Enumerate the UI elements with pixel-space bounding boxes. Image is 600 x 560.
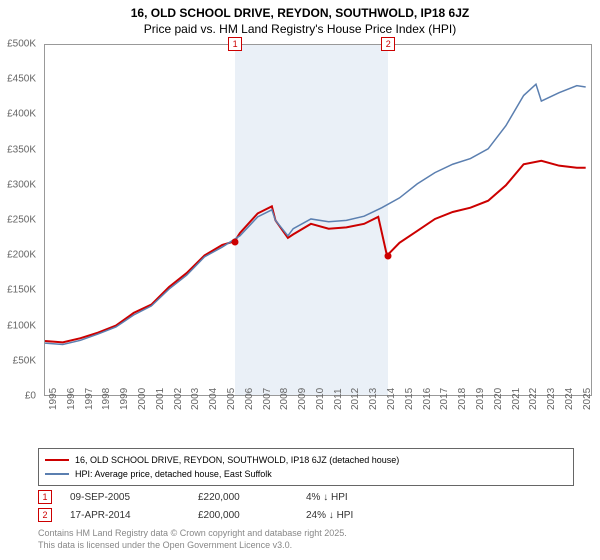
- title-line2: Price paid vs. HM Land Registry's House …: [0, 22, 600, 36]
- title-line1: 16, OLD SCHOOL DRIVE, REYDON, SOUTHWOLD,…: [0, 6, 600, 20]
- footer-line1: Contains HM Land Registry data © Crown c…: [38, 528, 574, 540]
- sale-marker-dot: [385, 253, 392, 260]
- sale-marker-box: 1: [228, 37, 242, 51]
- x-axis: 1995199619971998199920002001200220032004…: [44, 400, 592, 450]
- x-tick-label: 1999: [119, 388, 130, 410]
- y-tick-label: £400K: [7, 109, 36, 120]
- legend-swatch: [45, 459, 69, 461]
- y-tick-label: £250K: [7, 215, 36, 226]
- x-tick-label: 2006: [244, 388, 255, 410]
- sales-table-row: 1 09-SEP-2005 £220,000 4% ↓ HPI: [38, 488, 574, 506]
- x-tick-label: 2020: [493, 388, 504, 410]
- legend-swatch: [45, 473, 69, 475]
- line-svg: [45, 45, 591, 396]
- sales-row-marker: 1: [38, 490, 52, 504]
- y-tick-label: £100K: [7, 320, 36, 331]
- x-tick-label: 2008: [279, 388, 290, 410]
- sales-table: 1 09-SEP-2005 £220,000 4% ↓ HPI 2 17-APR-2014…: [38, 488, 574, 524]
- x-tick-label: 2024: [564, 388, 575, 410]
- x-tick-label: 2021: [511, 388, 522, 410]
- y-tick-label: £350K: [7, 144, 36, 155]
- x-tick-label: 2005: [226, 388, 237, 410]
- y-axis: £0£50K£100K£150K£200K£250K£300K£350K£400…: [0, 44, 40, 396]
- legend-label: 16, OLD SCHOOL DRIVE, REYDON, SOUTHWOLD,…: [75, 455, 399, 465]
- x-tick-label: 2007: [262, 388, 273, 410]
- x-tick-label: 2004: [208, 388, 219, 410]
- x-tick-label: 2003: [190, 388, 201, 410]
- y-tick-label: £150K: [7, 285, 36, 296]
- x-tick-label: 2010: [315, 388, 326, 410]
- x-tick-label: 2012: [350, 388, 361, 410]
- x-tick-label: 2014: [386, 388, 397, 410]
- x-tick-label: 1995: [48, 388, 59, 410]
- footer: Contains HM Land Registry data © Crown c…: [38, 528, 574, 551]
- sales-row-date: 17-APR-2014: [70, 510, 180, 521]
- x-tick-label: 2018: [457, 388, 468, 410]
- y-tick-label: £0: [25, 391, 36, 402]
- x-tick-label: 2025: [582, 388, 593, 410]
- x-tick-label: 1998: [101, 388, 112, 410]
- sale-marker-box: 2: [381, 37, 395, 51]
- x-tick-label: 2017: [439, 388, 450, 410]
- x-tick-label: 1997: [84, 388, 95, 410]
- x-tick-label: 2019: [475, 388, 486, 410]
- sales-row-price: £200,000: [198, 510, 288, 521]
- y-tick-label: £50K: [13, 355, 36, 366]
- x-tick-label: 1996: [66, 388, 77, 410]
- x-tick-label: 2022: [528, 388, 539, 410]
- x-tick-label: 2023: [546, 388, 557, 410]
- legend-row: HPI: Average price, detached house, East…: [45, 467, 567, 481]
- sales-row-pct: 4% ↓ HPI: [306, 492, 426, 503]
- legend-label: HPI: Average price, detached house, East…: [75, 469, 272, 479]
- sales-row-date: 09-SEP-2005: [70, 492, 180, 503]
- x-tick-label: 2011: [333, 388, 344, 410]
- sales-row-marker: 2: [38, 508, 52, 522]
- sales-row-price: £220,000: [198, 492, 288, 503]
- y-tick-label: £200K: [7, 250, 36, 261]
- sale-marker-dot: [232, 239, 239, 246]
- x-tick-label: 2002: [173, 388, 184, 410]
- series-hpi: [45, 84, 586, 344]
- footer-line2: This data is licensed under the Open Gov…: [38, 540, 574, 552]
- chart-container: 16, OLD SCHOOL DRIVE, REYDON, SOUTHWOLD,…: [0, 0, 600, 560]
- legend-row: 16, OLD SCHOOL DRIVE, REYDON, SOUTHWOLD,…: [45, 453, 567, 467]
- x-tick-label: 2016: [422, 388, 433, 410]
- chart-area: 12: [44, 44, 592, 396]
- series-property: [45, 161, 586, 343]
- x-tick-label: 2015: [404, 388, 415, 410]
- x-tick-label: 2000: [137, 388, 148, 410]
- y-tick-label: £300K: [7, 179, 36, 190]
- y-tick-label: £450K: [7, 74, 36, 85]
- legend: 16, OLD SCHOOL DRIVE, REYDON, SOUTHWOLD,…: [38, 448, 574, 486]
- sales-table-row: 2 17-APR-2014 £200,000 24% ↓ HPI: [38, 506, 574, 524]
- sales-row-pct: 24% ↓ HPI: [306, 510, 426, 521]
- x-tick-label: 2001: [155, 388, 166, 410]
- title-block: 16, OLD SCHOOL DRIVE, REYDON, SOUTHWOLD,…: [0, 0, 600, 36]
- plot: 12: [44, 44, 592, 396]
- x-tick-label: 2013: [368, 388, 379, 410]
- y-tick-label: £500K: [7, 39, 36, 50]
- x-tick-label: 2009: [297, 388, 308, 410]
